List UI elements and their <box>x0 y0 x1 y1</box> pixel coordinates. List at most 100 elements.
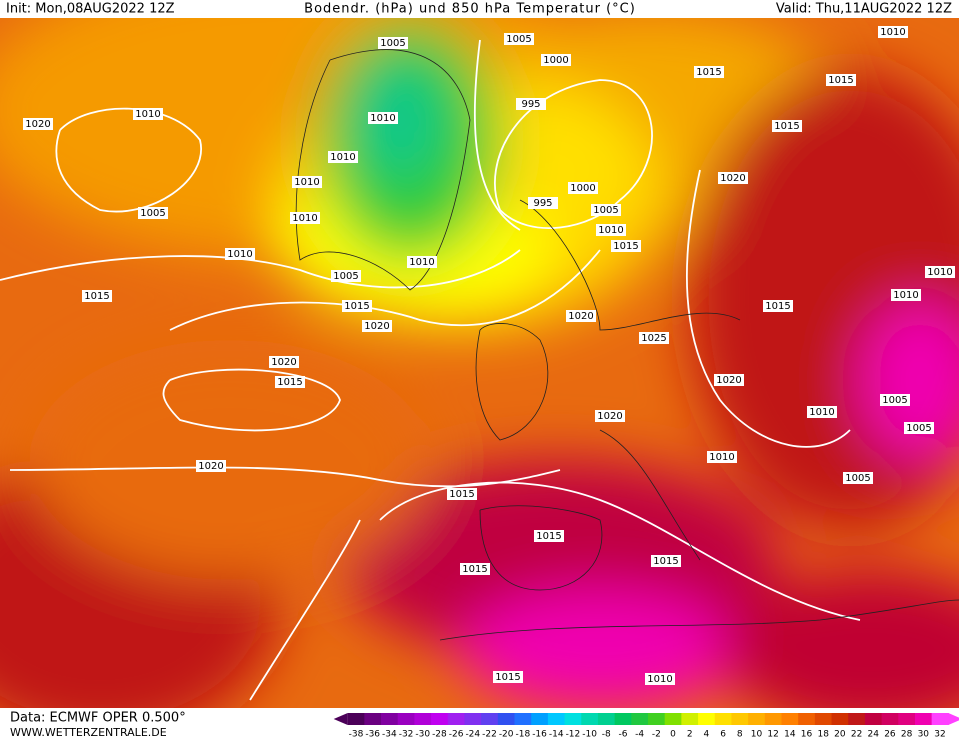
isobar-label-box <box>891 289 921 301</box>
colorbar-label: 6 <box>720 730 726 740</box>
isobar-label: 1020 <box>25 119 50 130</box>
colorbar-swatch <box>397 713 415 725</box>
colorbar-label: 26 <box>884 730 896 740</box>
isobar-label: 1025 <box>641 333 666 344</box>
isobar-label-box <box>763 300 793 312</box>
isobar-label-box <box>714 374 744 386</box>
isobar-label-box <box>639 332 669 344</box>
colorbar-swatch <box>798 713 816 725</box>
colorbar-label: -32 <box>399 730 414 740</box>
isobar-label-box <box>342 300 372 312</box>
init-time: Init: Mon,08AUG2022 12Z <box>6 2 175 17</box>
isobar-label-box <box>880 394 910 406</box>
colorbar-label: 8 <box>737 730 743 740</box>
isobar-label: 1015 <box>774 121 799 132</box>
colorbar-label: 0 <box>670 730 676 740</box>
colorbar-label: -22 <box>482 730 497 740</box>
isobar-label: 1015 <box>344 301 369 312</box>
isobar-label: 1010 <box>647 674 672 685</box>
isobar-label: 995 <box>521 99 540 110</box>
isobar-label: 1010 <box>294 177 319 188</box>
colorbar-swatch <box>531 713 549 725</box>
isobar-label-box <box>772 120 802 132</box>
isobar-label-box <box>275 376 305 388</box>
isobar-label: 1000 <box>543 55 568 66</box>
isobar-lines <box>0 39 861 701</box>
isobar-label: 1005 <box>380 38 405 49</box>
colorbar-label: -36 <box>365 730 380 740</box>
isobar-label: 1020 <box>271 357 296 368</box>
isobar-label-box <box>528 197 558 209</box>
colorbar-label: -20 <box>499 730 514 740</box>
isobar-label-box <box>591 204 621 216</box>
colorbar-arrow-left <box>333 713 348 725</box>
isobar-label: 1015 <box>449 489 474 500</box>
isobar-label: 1015 <box>765 301 790 312</box>
colorbar-label: -16 <box>532 730 547 740</box>
colorbar-swatch <box>597 713 616 725</box>
colorbar-label: 4 <box>704 730 710 740</box>
isobar-label-box <box>611 240 641 252</box>
isobar-label-box <box>362 320 392 332</box>
colorbar-label: 16 <box>801 730 813 740</box>
isobar-label-box <box>292 176 322 188</box>
isobar-label-box <box>378 37 408 49</box>
isobar-label: 1010 <box>227 249 252 260</box>
isobar-label-box <box>331 270 361 282</box>
colorbar-swatch <box>731 713 749 725</box>
colorbar-label: -2 <box>652 730 661 740</box>
isobar-label-box <box>566 310 596 322</box>
isobar-label-box <box>596 224 626 236</box>
isobar-label: 1005 <box>333 271 358 282</box>
colorbar-swatch <box>547 713 566 725</box>
isobar-label: 1015 <box>613 241 638 252</box>
isobar-label-box <box>645 673 675 685</box>
isobar-label-box <box>225 248 255 260</box>
colorbar-swatch <box>748 713 766 725</box>
isobar-label: 1010 <box>135 109 160 120</box>
isobar-label-box <box>504 33 534 45</box>
isobar-label: 1005 <box>593 205 618 216</box>
data-source: Data: ECMWF OPER 0.500° <box>10 711 186 726</box>
colorbar-label: -8 <box>602 730 611 740</box>
isobar-label-box <box>694 66 724 78</box>
isobar-label-box <box>447 488 477 500</box>
colorbar-label: -30 <box>415 730 430 740</box>
isobar-label: 1005 <box>506 34 531 45</box>
isobar-label: 1015 <box>84 291 109 302</box>
colorbar-swatch <box>631 713 649 725</box>
colorbar-swatch <box>681 713 699 725</box>
isobar-label-box <box>290 212 320 224</box>
isobar-label-box <box>807 406 837 418</box>
coastlines <box>295 49 959 641</box>
isobar-label-box <box>196 460 226 472</box>
isobar-label: 1010 <box>598 225 623 236</box>
colorbar-label: -34 <box>382 730 397 740</box>
colorbar-swatch <box>564 713 582 725</box>
isobar-label-box <box>516 98 546 110</box>
isobar-label-box <box>568 182 598 194</box>
isobar-label: 1020 <box>198 461 223 472</box>
colorbar-swatch <box>781 713 799 725</box>
colorbar-swatch <box>831 713 849 725</box>
colorbar-swatch <box>581 713 599 725</box>
isobar-label: 1015 <box>495 672 520 683</box>
isobar-label: 1010 <box>927 267 952 278</box>
isobar-label-box <box>269 356 299 368</box>
isobar-label: 1015 <box>536 531 561 542</box>
colorbar-label: -18 <box>516 730 531 740</box>
colorbar-label: 12 <box>767 730 778 740</box>
isobar-label: 1020 <box>720 173 745 184</box>
map-title: Bodendr. (hPa) und 850 hPa Temperatur (°… <box>304 2 636 17</box>
colorbar-swatch <box>481 713 499 725</box>
colorbar-label: 20 <box>834 730 846 740</box>
colorbar-label: 30 <box>918 730 930 740</box>
isobar-label-box <box>904 422 934 434</box>
site-url: WWW.WETTERZENTRALE.DE <box>10 726 167 739</box>
colorbar-label: 22 <box>851 730 862 740</box>
isobar-label-box <box>595 410 625 422</box>
isobar-label: 1005 <box>140 208 165 219</box>
isobar-label: 1005 <box>906 423 931 434</box>
